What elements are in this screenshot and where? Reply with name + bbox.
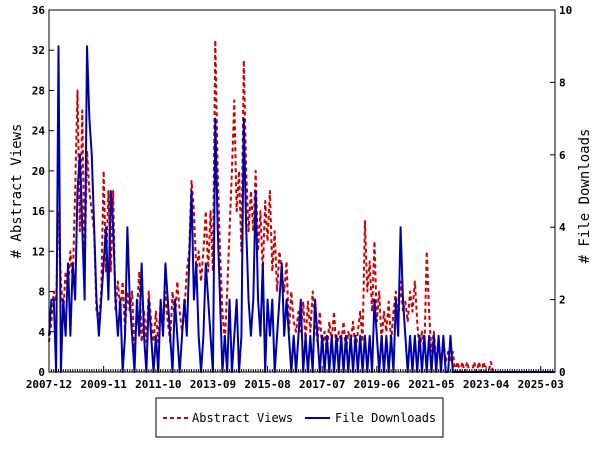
plot-frame [48, 9, 556, 373]
y-left-tick-label: 4 [38, 326, 45, 339]
x-tick-label: 2015-08 [244, 378, 290, 391]
y-left-tick-label: 12 [32, 245, 45, 258]
y-right-tick-label: 6 [559, 149, 566, 162]
x-tick-label: 2007-12 [26, 378, 72, 391]
y-left-tick-label: 0 [38, 366, 45, 379]
y-left-tick-label: 32 [32, 44, 45, 57]
y-right-tick-label: 2 [559, 294, 566, 307]
y-axis-right-title: # File Downloads [577, 129, 593, 264]
x-tick-label: 2023-04 [463, 378, 510, 391]
x-tick-label: 2011-10 [135, 378, 181, 391]
x-tick-label: 2025-03 [518, 378, 564, 391]
y-left-tick-label: 16 [32, 205, 46, 218]
x-tick-label: 2019-06 [354, 378, 401, 391]
x-tick-label: 2017-07 [299, 378, 345, 391]
y-axis-left-title: # Abstract Views [9, 124, 25, 259]
legend-label-file-downloads: File Downloads [335, 411, 436, 425]
y-left-tick-label: 24 [32, 125, 46, 138]
y-left-tick-label: 20 [32, 165, 45, 178]
legend-label-abstract-views: Abstract Views [192, 411, 293, 425]
legend-box [155, 397, 444, 438]
y-right-tick-label: 4 [559, 221, 566, 234]
y-left-tick-label: 36 [32, 4, 46, 17]
x-tick-label: 2021-05 [408, 378, 454, 391]
y-right-tick-label: 0 [559, 366, 566, 379]
y-left-tick-label: 28 [32, 84, 45, 97]
y-right-tick-label: 10 [559, 4, 572, 17]
legend: Abstract Views File Downloads [155, 397, 444, 438]
x-tick-label: 2013-09 [190, 378, 236, 391]
axis-layer: 2007-12 2009-11 2011-10 2013-09 2015-08 2017-… [26, 4, 572, 391]
x-tick-label: 2009-11 [80, 378, 127, 391]
y-right-tick-label: 8 [559, 76, 566, 89]
y-left-tick-label: 8 [38, 286, 45, 299]
